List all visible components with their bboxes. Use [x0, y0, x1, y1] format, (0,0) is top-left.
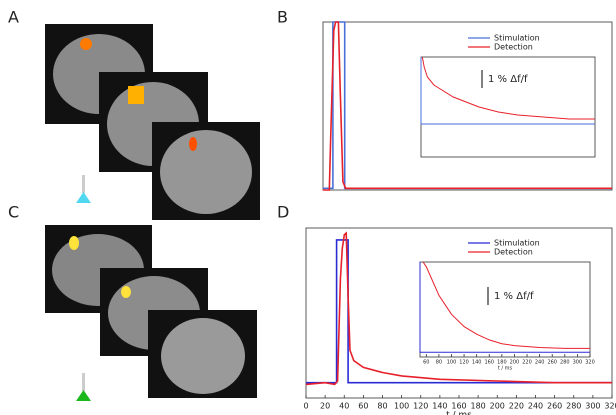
series-line — [422, 261, 590, 349]
x-tick-label: 140 — [472, 360, 482, 366]
x-tick-label: 140 — [432, 402, 447, 411]
brain — [161, 318, 245, 394]
brain-images-a — [45, 24, 260, 220]
x-tick-label: 80 — [377, 402, 387, 411]
x-tick-label: 320 — [585, 360, 595, 366]
activation — [189, 137, 197, 151]
series-line — [421, 56, 595, 120]
panel-label: C — [8, 203, 19, 222]
pipette — [82, 373, 85, 391]
panel-label: D — [277, 203, 289, 222]
x-tick-label: 240 — [535, 360, 545, 366]
pipette-tip — [76, 390, 91, 401]
x-tick-label: 320 — [604, 402, 616, 411]
pipette — [82, 175, 85, 193]
x-tick-label: 260 — [547, 360, 557, 366]
pipette-tip — [76, 192, 91, 203]
legend-label: Stimulation — [494, 239, 540, 248]
scale-label: 1 % Δf/f — [488, 74, 528, 85]
legend-label: Detection — [494, 43, 533, 52]
x-tick-label: 100 — [447, 360, 457, 366]
x-tick-label: 100 — [394, 402, 409, 411]
x-tick-label: 200 — [510, 360, 520, 366]
x-tick-label: 220 — [509, 402, 524, 411]
brain — [160, 130, 252, 214]
series-line — [323, 21, 612, 191]
x-tick-label: 160 — [451, 402, 466, 411]
x-tick-label: 40 — [339, 402, 349, 411]
x-tick-label: 60 — [358, 402, 368, 411]
panel-label: B — [277, 8, 288, 27]
x-tick-label: 120 — [413, 402, 428, 411]
series-line — [419, 262, 590, 353]
legend-label: Stimulation — [494, 34, 540, 43]
series-line — [420, 57, 595, 125]
series-line — [305, 231, 612, 386]
x-axis-label: t / ms — [498, 366, 513, 372]
legend-label: Detection — [494, 248, 533, 257]
x-tick-label: 240 — [528, 402, 543, 411]
series-line — [306, 239, 612, 384]
x-tick-label: 20 — [320, 402, 330, 411]
x-tick-label: 0 — [303, 402, 308, 411]
x-tick-label: 60 — [423, 360, 429, 366]
x-tick-label: 220 — [522, 360, 532, 366]
x-tick-label: 280 — [560, 360, 570, 366]
activation — [128, 86, 144, 104]
activation — [69, 236, 79, 250]
x-tick-label: 180 — [470, 402, 485, 411]
activation — [121, 286, 131, 298]
x-tick-label: 200 — [490, 402, 505, 411]
x-tick-label: 120 — [459, 360, 469, 366]
x-tick-label: 80 — [436, 360, 442, 366]
brain-images-c — [45, 225, 257, 401]
plot-frame — [420, 56, 596, 158]
x-tick-label: 280 — [566, 402, 581, 411]
scale-label: 1 % Δf/f — [494, 291, 534, 302]
x-tick-label: 180 — [497, 360, 507, 366]
x-axis-label: t / ms — [446, 411, 472, 415]
x-tick-label: 160 — [484, 360, 494, 366]
plot-frame — [419, 261, 591, 358]
x-tick-label: 300 — [585, 402, 600, 411]
activation — [80, 38, 92, 50]
x-tick-label: 300 — [573, 360, 583, 366]
panel-label: A — [8, 8, 19, 27]
x-tick-label: 260 — [547, 402, 562, 411]
